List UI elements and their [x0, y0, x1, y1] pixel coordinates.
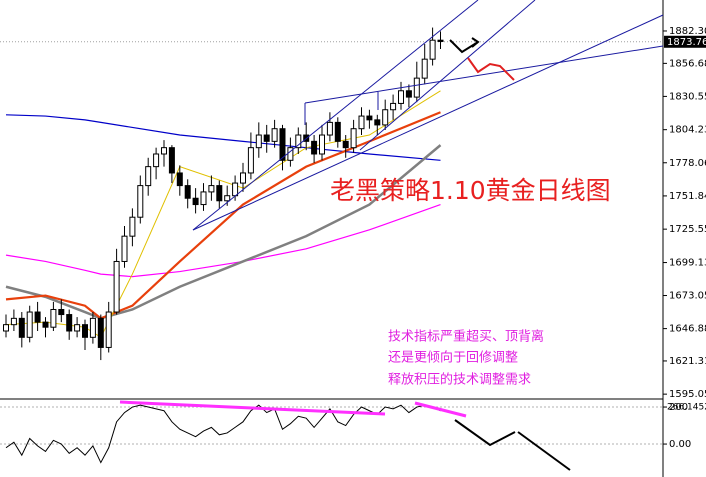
moving-average [5, 144, 442, 320]
trend-line [304, 45, 664, 104]
candle-body [184, 185, 191, 199]
candle-body [382, 109, 389, 126]
y-tick-label: 1778.06 [669, 158, 706, 169]
indicator-line [5, 404, 441, 464]
candle-body [295, 134, 302, 149]
candle-body [279, 128, 286, 161]
y-tick-label: 1621.31 [669, 356, 706, 367]
trend-line [359, 0, 536, 151]
divergence-arrow [119, 400, 386, 416]
candle-body [366, 115, 373, 121]
last-price-label: 1873.76 [667, 37, 706, 48]
trend-line [192, 14, 664, 231]
candle-body [66, 314, 73, 332]
candle-body [89, 317, 96, 338]
candle-body [208, 185, 215, 193]
candle-body [3, 324, 9, 332]
candle-body [50, 308, 57, 328]
candle-body [311, 140, 318, 155]
candle-body [26, 311, 33, 338]
candle-body [429, 39, 436, 60]
candle-body [421, 58, 428, 79]
indicator-value: 266.1452 [667, 403, 706, 413]
chart-title: 老黑策略1.10黄金日线图 [330, 176, 611, 205]
arrow [471, 37, 480, 48]
candle-body [232, 182, 239, 197]
candle-body [358, 115, 365, 130]
plot [0, 27, 663, 464]
y-tick-label: 1751.84 [669, 191, 706, 202]
candle-body [18, 317, 25, 338]
candle-body [216, 185, 223, 202]
last-price-box [664, 35, 706, 48]
y-tick-label: 1699.13 [669, 258, 706, 269]
arrow [517, 431, 571, 471]
candle-body [192, 197, 199, 206]
arrow [467, 57, 515, 81]
candle-body [390, 102, 397, 111]
moving-average [5, 111, 441, 320]
candle-body [129, 216, 136, 237]
candle-body [271, 128, 278, 142]
annotation: 释放积压的技术调整需求 [388, 372, 531, 388]
candle-body [42, 321, 49, 328]
candle-body [153, 153, 160, 168]
candle-body [97, 317, 104, 348]
divergence-arrow [414, 401, 467, 418]
y-tick-label: 1595.05 [669, 389, 706, 400]
candle-body [342, 140, 349, 149]
candle-body [413, 77, 420, 98]
y-tick-label: 1856.68 [669, 58, 706, 69]
candle-body [121, 235, 128, 262]
candle-body [350, 128, 357, 149]
candle-body [319, 134, 325, 155]
candle-body [10, 317, 17, 326]
moving-average [5, 203, 441, 278]
y2-tick-label: 200 [669, 402, 688, 413]
candle-body [176, 172, 183, 187]
candle-body [58, 308, 65, 316]
y-tick-label: 1673.05 [669, 291, 706, 302]
candle-body [326, 121, 333, 136]
y-tick-label: 1725.55 [669, 224, 706, 235]
candle-body [113, 260, 120, 313]
y2-tick-label: 0.00 [669, 439, 691, 450]
candle-body [405, 90, 412, 98]
arrows [119, 37, 571, 471]
moving-average [5, 114, 441, 161]
candle-body [34, 311, 41, 323]
y-tick-label: 1646.88 [669, 324, 706, 335]
candle-body [374, 119, 381, 126]
candle-body [437, 39, 444, 42]
trend-lines [192, 0, 664, 231]
candle-body [161, 147, 167, 155]
candle-body [137, 185, 144, 218]
annotation: 还是更倾向于回修调整 [388, 350, 518, 366]
candle-body [247, 147, 254, 174]
annotation: 技术指标严重超买、顶背离 [388, 329, 544, 345]
candle-body [82, 324, 88, 338]
candle-body [398, 90, 404, 104]
arrow [454, 419, 516, 447]
candle-body [200, 191, 207, 206]
y-tick-label: 1830.55 [669, 91, 706, 102]
candle-body [168, 147, 175, 174]
candle-body [255, 134, 262, 149]
y-tick-label: 1804.23 [669, 125, 706, 136]
candle-body [74, 324, 81, 332]
candle-body [105, 311, 112, 348]
candle-body [240, 172, 246, 184]
candle-body [334, 121, 341, 142]
trend-line [192, 0, 479, 231]
y-tick-label: 1882.30 [669, 26, 706, 37]
candle-body [145, 166, 152, 187]
candle-body [263, 134, 270, 142]
candle-body [224, 195, 231, 202]
